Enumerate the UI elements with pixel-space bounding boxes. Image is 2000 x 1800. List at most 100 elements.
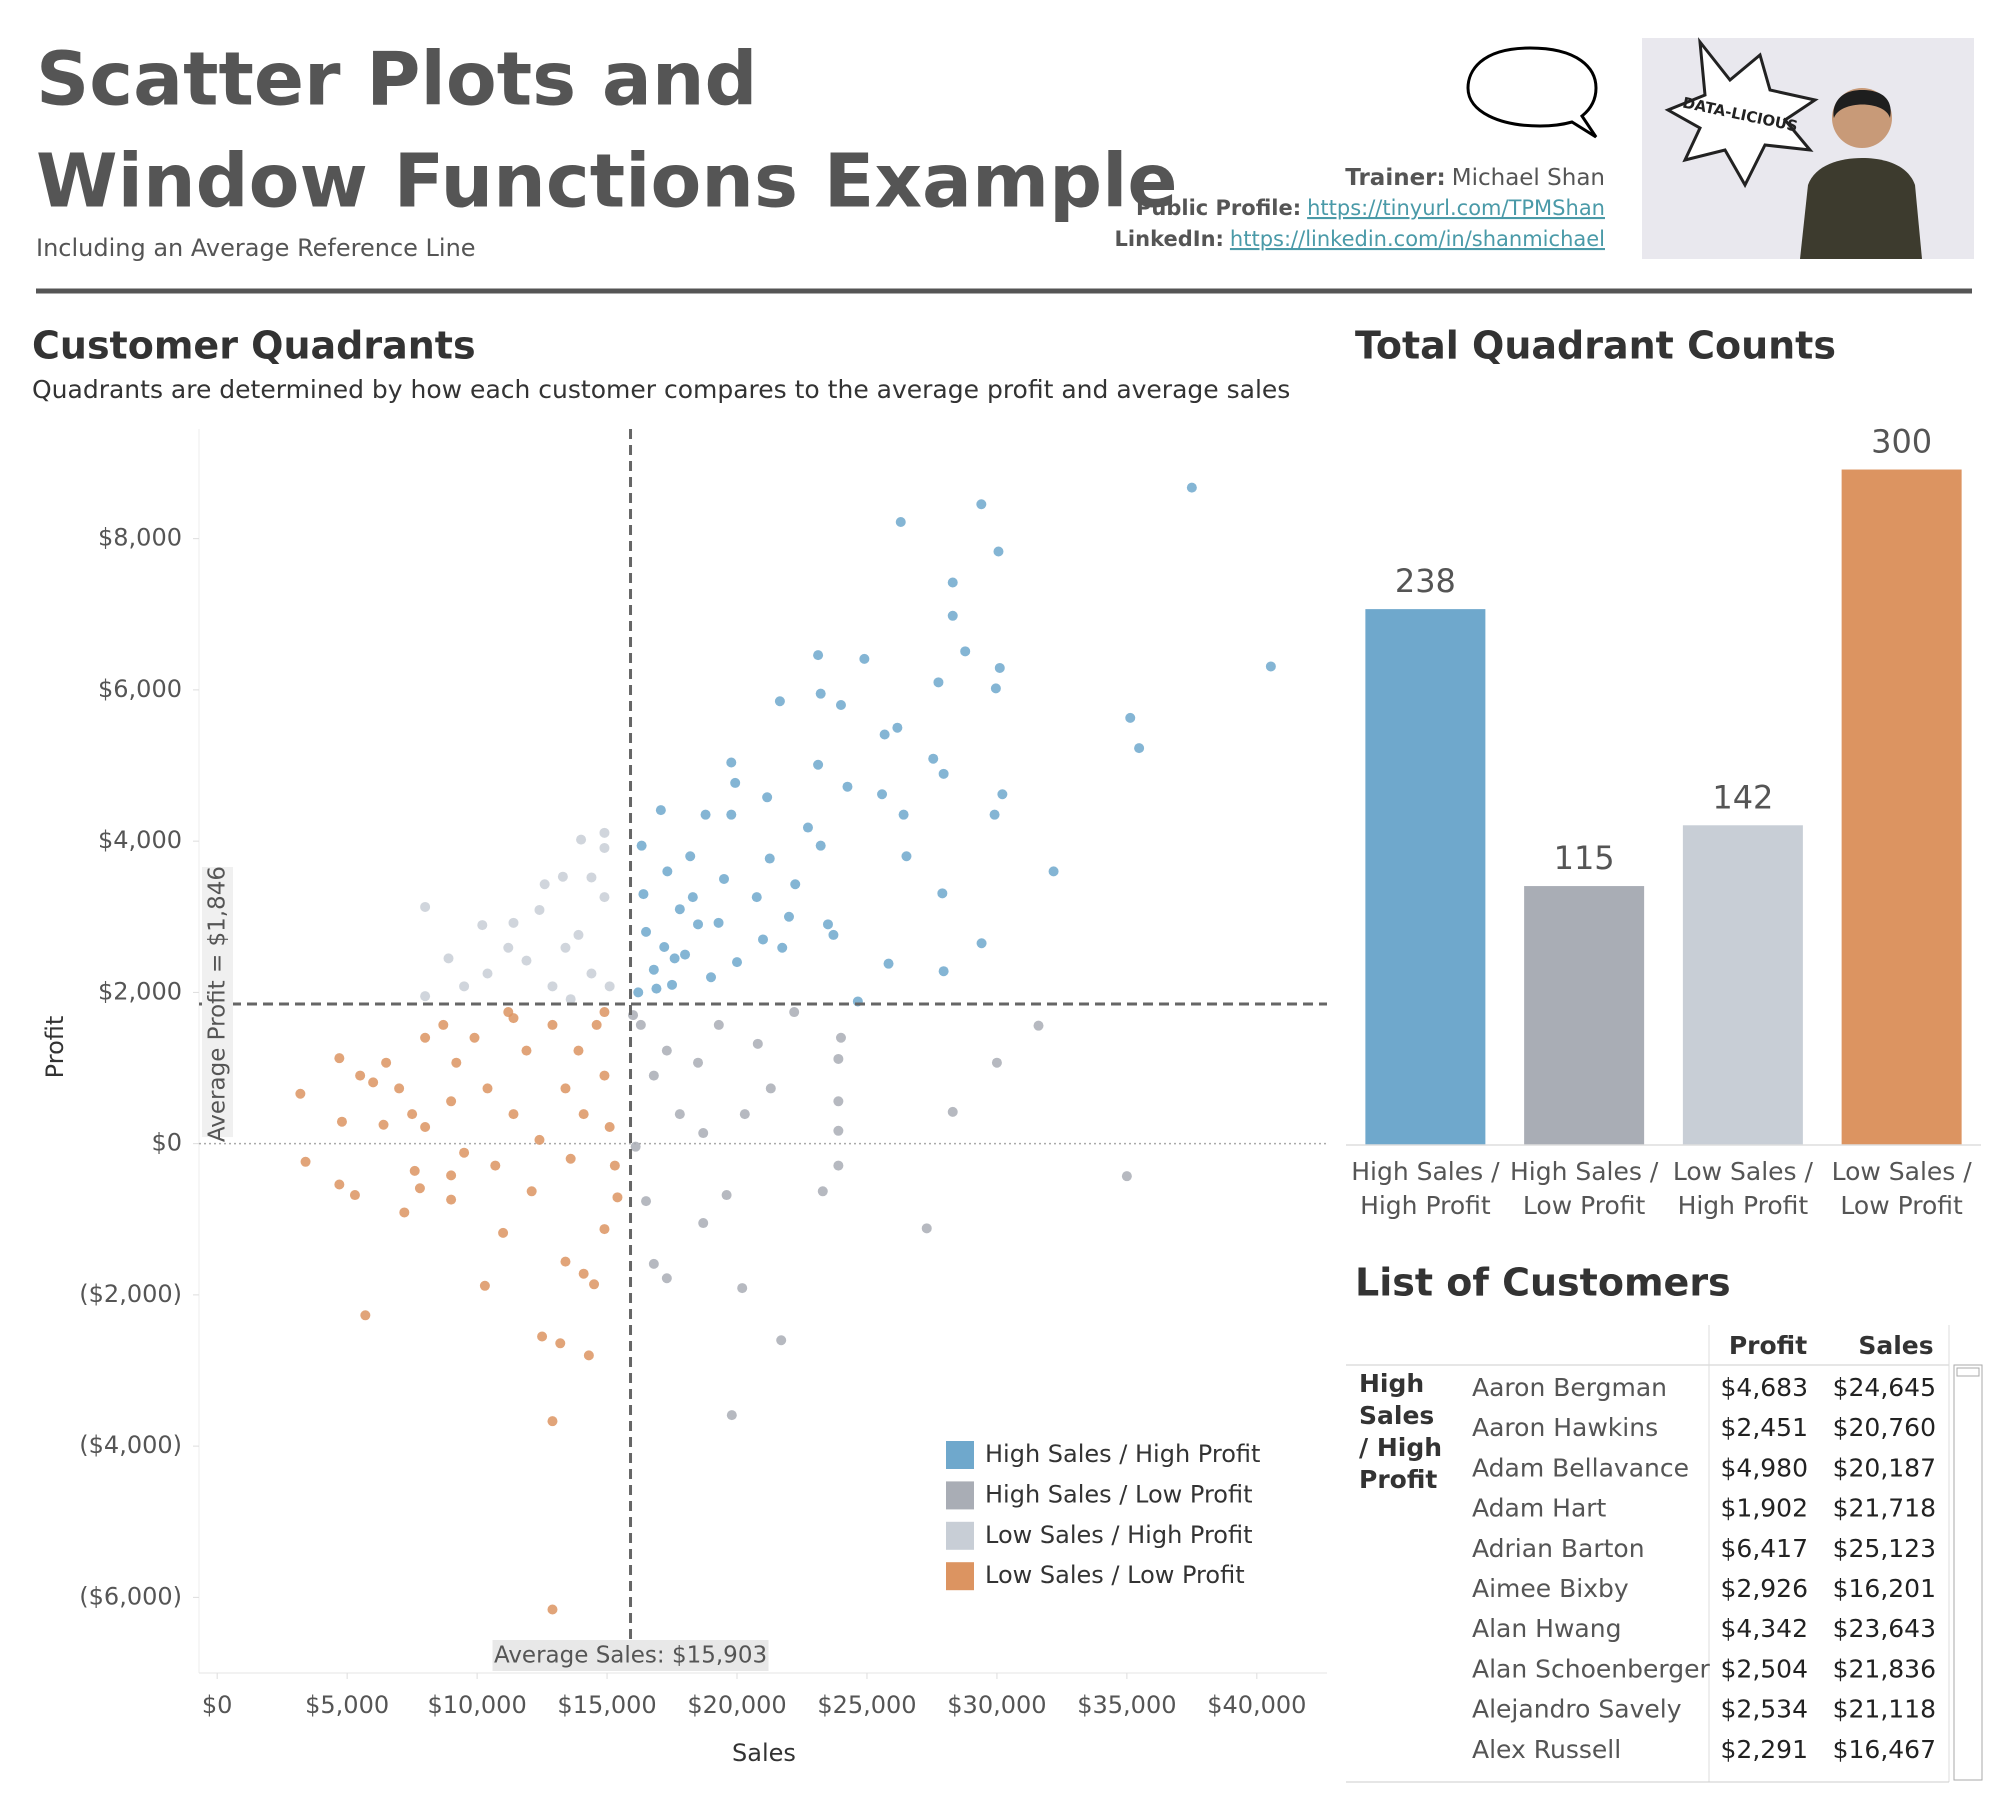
scatter-point [599, 892, 610, 903]
y-tick-label: $2,000 [98, 977, 182, 1005]
linkedin-link[interactable]: https://linkedin.com/in/shanmichael [1230, 227, 1605, 251]
scatter-point [612, 1192, 623, 1203]
scatter-point [407, 1109, 418, 1120]
scatter-point [989, 809, 1000, 820]
legend-label: High Sales / High Profit [985, 1440, 1260, 1468]
x-tick-label: $0 [202, 1691, 233, 1719]
scatter-point [674, 1109, 685, 1120]
scatter-point [479, 1280, 490, 1291]
column-header: Sales [1858, 1331, 1933, 1360]
scatter-point [336, 1116, 347, 1127]
scatter-point [599, 842, 610, 853]
scatter-point [300, 1156, 311, 1167]
scatter-point [774, 696, 785, 707]
profit-cell: $2,291 [1721, 1735, 1808, 1764]
scatter-point [586, 968, 597, 979]
scatter-point [713, 1019, 724, 1030]
scatter-point [636, 840, 647, 851]
scatter-point [446, 1096, 457, 1107]
scatter-point [726, 809, 737, 820]
scatter-point [599, 1224, 610, 1235]
ref-label-bg [202, 867, 233, 1138]
scatter-point [937, 888, 948, 899]
scatter-point [842, 781, 853, 792]
scatter-point [469, 1032, 480, 1043]
scatter-point [758, 934, 768, 945]
profit-cell: $2,451 [1721, 1413, 1808, 1442]
scatter-point [648, 1258, 659, 1269]
x-tick-label: $15,000 [557, 1691, 656, 1719]
profit-cell: $4,683 [1721, 1373, 1808, 1402]
scatter-point [947, 1106, 958, 1117]
scatter-point [604, 1122, 615, 1133]
scatter-point [752, 1038, 763, 1049]
scatter-point [641, 926, 652, 937]
scatter-point [378, 1119, 389, 1130]
scatter-point [547, 1019, 558, 1030]
bar-value-label: 115 [1554, 839, 1615, 877]
scatter-point [355, 1070, 366, 1081]
scatter-point [938, 768, 949, 779]
scatter-point [547, 981, 558, 992]
scatter-point [895, 517, 906, 528]
scatter-point [334, 1053, 345, 1064]
customer-name: Alejandro Savely [1472, 1695, 1682, 1724]
scatter-point [901, 851, 912, 862]
scatter-point [599, 827, 610, 838]
x-tick-label: $30,000 [947, 1691, 1046, 1719]
linkedin-label: LinkedIn: [1115, 227, 1224, 251]
scatter-point [947, 577, 958, 588]
scatter-point [604, 981, 615, 992]
legend-label: High Sales / Low Profit [985, 1480, 1253, 1508]
scatter-point [933, 677, 944, 688]
scatter-point [420, 901, 431, 912]
scatter-point [928, 753, 939, 764]
scatter-point [817, 1186, 828, 1197]
scatter-point [1186, 482, 1197, 493]
scatter-point [960, 646, 971, 657]
scatter-point [765, 1083, 776, 1094]
scatter-point [414, 1183, 425, 1194]
sales-cell: $20,187 [1833, 1453, 1936, 1482]
photo-body [1800, 158, 1922, 259]
x-tick-label: $25,000 [817, 1691, 916, 1719]
scatter-point [833, 1125, 844, 1136]
scatter-point [459, 1147, 470, 1158]
x-tick-label: Low Sales / High Profit [1672, 1157, 1813, 1220]
scatter-point [662, 866, 673, 877]
scatter-point [446, 1194, 457, 1205]
profit-cell: $2,504 [1721, 1654, 1808, 1683]
scatter-point [1134, 743, 1145, 754]
scatter-point [1048, 866, 1059, 877]
avg-sales-label: Average Sales: $15,903 [494, 1643, 767, 1669]
scatter-point [560, 942, 571, 953]
scatter-point [762, 792, 773, 803]
scatter-point [835, 700, 846, 711]
scatter-point [576, 834, 587, 845]
scatter-point [368, 1077, 379, 1088]
scatter-point [833, 1096, 844, 1107]
scatter-point [638, 889, 649, 900]
scatter-point [482, 1083, 493, 1094]
y-tick-label: ($6,000) [79, 1582, 182, 1610]
bar-value-label: 238 [1395, 562, 1456, 600]
scatter-point [578, 1109, 589, 1120]
bar-value-label: 300 [1871, 423, 1932, 461]
profit-cell: $6,417 [1721, 1534, 1808, 1563]
scatter-point [409, 1165, 420, 1176]
scatter-point [661, 1273, 672, 1284]
x-tick-label: High Sales / High Profit [1351, 1157, 1500, 1220]
scatter-point [438, 1019, 449, 1030]
title-line: Scatter Plots and [36, 37, 758, 123]
profile-link[interactable]: https://tinyurl.com/TPMShan [1307, 196, 1605, 220]
scatter-point [508, 917, 519, 928]
title-line: Window Functions Example [36, 139, 1178, 225]
sales-cell: $20,760 [1833, 1413, 1936, 1442]
scatter-point [815, 840, 826, 851]
scatter-point [993, 546, 1004, 557]
scatter-point [537, 1331, 548, 1342]
scatter-point [751, 892, 762, 903]
bar [1682, 825, 1803, 1145]
scatter-point [833, 1053, 844, 1064]
scatter-point [560, 1256, 571, 1267]
